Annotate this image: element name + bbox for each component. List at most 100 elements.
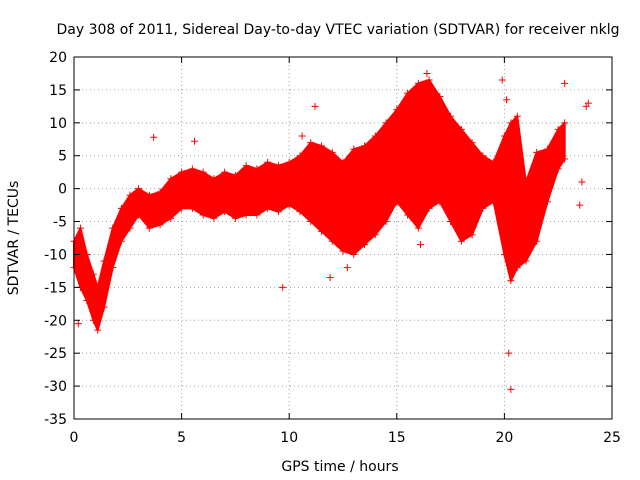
y-tick-label: -5 <box>53 215 67 231</box>
data-point-marker <box>221 168 229 176</box>
outlier-point-marker <box>576 201 584 209</box>
data-point-marker <box>156 221 164 229</box>
data-point-marker <box>242 211 250 219</box>
data-band <box>73 79 566 332</box>
data-point-marker <box>543 198 551 206</box>
x-tick-label: 0 <box>70 430 79 446</box>
outlier-point-marker <box>416 241 424 249</box>
data-point-marker <box>339 158 347 166</box>
data-point-marker <box>490 158 498 166</box>
data-point-marker <box>285 158 293 166</box>
data-point-marker <box>457 125 465 133</box>
outlier-point-marker <box>298 132 306 140</box>
data-point-marker <box>307 218 315 226</box>
y-tick-label: -30 <box>44 379 67 395</box>
outlier-point-marker <box>505 349 513 357</box>
data-point-marker <box>382 218 390 226</box>
data-point-marker <box>350 145 358 153</box>
data-point-marker <box>404 211 412 219</box>
outlier-point-marker <box>150 133 158 141</box>
y-tick-label: 0 <box>58 182 67 198</box>
data-point-marker <box>296 152 304 160</box>
outlier-point-marker <box>191 137 199 145</box>
x-tick-label: 25 <box>603 430 621 446</box>
outlier-point-marker <box>464 218 472 226</box>
data-point-marker <box>274 208 282 216</box>
data-point-marker <box>436 198 444 206</box>
data-point-marker <box>479 152 487 160</box>
data-point-marker <box>447 112 455 120</box>
data-point-marker <box>307 139 315 147</box>
data-point-marker <box>242 162 250 170</box>
data-point-marker <box>425 204 433 212</box>
data-point-marker <box>339 247 347 255</box>
data-point-marker <box>199 211 207 219</box>
data-point-marker <box>285 201 293 209</box>
data-point-marker <box>543 145 551 153</box>
y-tick-label: 10 <box>49 116 67 132</box>
data-point-marker <box>221 208 229 216</box>
outlier-point-marker <box>498 76 506 84</box>
data-point-marker <box>109 224 117 232</box>
data-point-marker <box>296 208 304 216</box>
data-point-marker <box>513 112 521 120</box>
axis-ticks: 0 5 10 15 20 25 -35 -30 -25 -20 -15 -10 -5 0 5 10 15 20 <box>44 50 621 446</box>
data-point-marker <box>145 191 153 199</box>
data-point-marker <box>447 218 455 226</box>
data-point-marker <box>393 198 401 206</box>
data-point-marker <box>317 227 325 235</box>
data-point-marker <box>328 148 336 156</box>
y-tick-label: 20 <box>49 50 67 66</box>
data-point-marker <box>371 231 379 239</box>
outlier-point-marker <box>74 320 82 328</box>
data-point-marker <box>231 214 239 222</box>
data-point-marker <box>393 106 401 114</box>
data-point-marker <box>210 214 218 222</box>
data-point-marker <box>94 283 102 291</box>
data-point-marker <box>145 224 153 232</box>
y-tick-label: 5 <box>58 149 67 165</box>
outlier-point-marker <box>584 99 592 107</box>
outlier-point-marker <box>423 69 431 77</box>
x-tick-label: 10 <box>280 430 298 446</box>
data-point-marker <box>522 257 530 265</box>
data-point-marker <box>479 204 487 212</box>
data-point-marker <box>554 125 562 133</box>
outlier-point-marker <box>503 96 511 104</box>
data-point-marker <box>404 89 412 97</box>
data-point-marker <box>328 237 336 245</box>
y-tick-label: 15 <box>49 83 67 99</box>
x-tick-label: 20 <box>495 430 513 446</box>
data-point-marker <box>117 204 125 212</box>
y-tick-label: -25 <box>44 346 67 362</box>
outlier-point-marker <box>311 102 319 110</box>
data-point-marker <box>100 303 108 311</box>
data-point-marker <box>382 119 390 127</box>
data-point-marker <box>507 277 515 285</box>
data-point-marker <box>317 142 325 150</box>
data-point-marker <box>414 79 422 87</box>
data-point-marker <box>468 139 476 147</box>
data-point-marker <box>76 224 84 232</box>
outlier-point-marker <box>507 385 515 393</box>
outlier-point-marker <box>343 264 351 272</box>
y-tick-label: -10 <box>44 247 67 263</box>
data-point-marker <box>135 211 143 219</box>
data-point-marker <box>561 119 569 127</box>
data-point-marker <box>89 316 97 324</box>
data-point-marker <box>436 92 444 100</box>
data-point-marker <box>94 326 102 334</box>
x-tick-label: 15 <box>388 430 406 446</box>
data-point-marker <box>178 204 186 212</box>
data-point-marker <box>361 241 369 249</box>
data-point-marker <box>126 224 134 232</box>
data-point-marker <box>533 237 541 245</box>
data-point-marker <box>414 224 422 232</box>
data-point-marker <box>507 119 515 127</box>
plot-frame <box>73 56 613 420</box>
data-point-marker <box>264 158 272 166</box>
outlier-point-marker <box>561 79 569 87</box>
data-point-marker <box>457 237 465 245</box>
data-point-marker <box>500 132 508 140</box>
